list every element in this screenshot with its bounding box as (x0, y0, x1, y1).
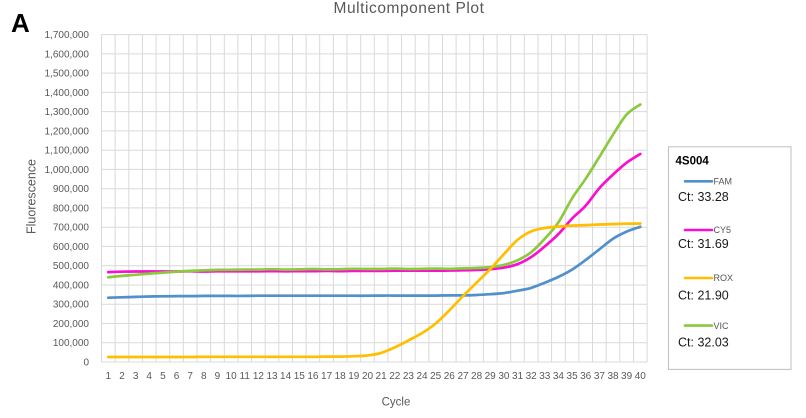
svg-text:Multicomponent Plot: Multicomponent Plot (334, 0, 485, 17)
svg-text:1,000,000: 1,000,000 (45, 165, 90, 176)
svg-text:100,000: 100,000 (53, 338, 90, 349)
svg-text:32: 32 (526, 371, 538, 382)
svg-text:28: 28 (471, 371, 483, 382)
svg-text:0: 0 (83, 358, 89, 369)
svg-text:21: 21 (376, 371, 388, 382)
svg-text:1,500,000: 1,500,000 (45, 69, 90, 80)
svg-text:5: 5 (160, 371, 166, 382)
svg-text:300,000: 300,000 (53, 300, 90, 311)
svg-text:4: 4 (146, 371, 152, 382)
svg-text:1: 1 (106, 371, 112, 382)
svg-text:1,300,000: 1,300,000 (45, 107, 90, 118)
svg-text:CY5: CY5 (714, 225, 732, 235)
svg-text:1,400,000: 1,400,000 (45, 88, 90, 99)
svg-text:1,200,000: 1,200,000 (45, 126, 90, 137)
svg-text:38: 38 (607, 371, 619, 382)
svg-text:27: 27 (457, 371, 469, 382)
svg-text:200,000: 200,000 (53, 319, 90, 330)
svg-text:700,000: 700,000 (53, 223, 90, 234)
svg-text:8: 8 (201, 371, 207, 382)
svg-text:35: 35 (567, 371, 579, 382)
svg-text:400,000: 400,000 (53, 281, 90, 292)
svg-text:Cycle: Cycle (382, 397, 411, 409)
svg-text:18: 18 (335, 371, 347, 382)
svg-text:40: 40 (635, 371, 647, 382)
svg-text:1,700,000: 1,700,000 (45, 30, 90, 41)
svg-text:19: 19 (348, 371, 360, 382)
svg-text:31: 31 (512, 371, 524, 382)
svg-text:1,100,000: 1,100,000 (45, 146, 90, 157)
svg-text:900,000: 900,000 (53, 184, 90, 195)
svg-text:800,000: 800,000 (53, 203, 90, 214)
svg-text:17: 17 (321, 371, 333, 382)
svg-text:3: 3 (133, 371, 139, 382)
svg-text:500,000: 500,000 (53, 261, 90, 272)
svg-text:1,600,000: 1,600,000 (45, 49, 90, 60)
svg-text:16: 16 (307, 371, 319, 382)
svg-text:14: 14 (280, 371, 292, 382)
svg-text:34: 34 (553, 371, 565, 382)
svg-text:20: 20 (362, 371, 374, 382)
svg-text:7: 7 (187, 371, 193, 382)
svg-text:Fluorescence: Fluorescence (25, 159, 39, 234)
svg-text:33: 33 (539, 371, 551, 382)
svg-text:VIC: VIC (714, 321, 730, 331)
svg-text:24: 24 (416, 371, 428, 382)
svg-text:600,000: 600,000 (53, 242, 90, 253)
svg-text:23: 23 (403, 371, 415, 382)
svg-text:9: 9 (215, 371, 221, 382)
svg-text:26: 26 (444, 371, 456, 382)
svg-text:22: 22 (389, 371, 401, 382)
svg-text:Ct: 33.28: Ct: 33.28 (678, 190, 729, 204)
svg-text:FAM: FAM (714, 177, 733, 187)
svg-text:2: 2 (119, 371, 125, 382)
svg-text:Ct: 31.69: Ct: 31.69 (678, 237, 729, 251)
svg-text:36: 36 (580, 371, 592, 382)
svg-text:12: 12 (253, 371, 265, 382)
svg-text:25: 25 (430, 371, 442, 382)
svg-text:15: 15 (294, 371, 306, 382)
svg-text:4S004: 4S004 (676, 156, 710, 168)
svg-text:6: 6 (174, 371, 180, 382)
svg-text:11: 11 (240, 371, 251, 382)
svg-text:37: 37 (594, 371, 606, 382)
svg-text:29: 29 (485, 371, 497, 382)
svg-text:39: 39 (621, 371, 633, 382)
svg-text:Ct: 32.03: Ct: 32.03 (678, 336, 729, 350)
svg-text:10: 10 (226, 371, 238, 382)
svg-text:ROX: ROX (714, 273, 734, 283)
svg-text:Ct: 21.90: Ct: 21.90 (678, 288, 729, 302)
svg-text:13: 13 (266, 371, 278, 382)
svg-text:30: 30 (498, 371, 510, 382)
